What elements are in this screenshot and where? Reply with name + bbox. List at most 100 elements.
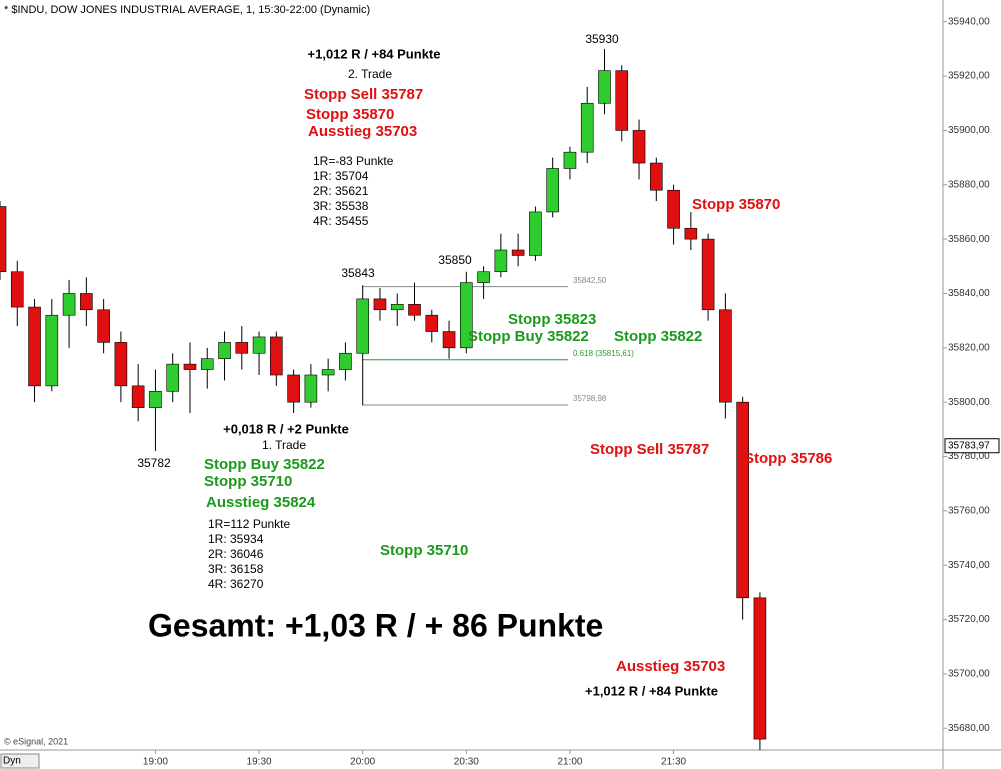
y-tick-label: 35920,00 xyxy=(948,71,990,82)
y-tick-label: 35700,00 xyxy=(948,669,990,680)
candle-body xyxy=(563,151,577,169)
y-tick-label: 35840,00 xyxy=(948,288,990,299)
candle-body xyxy=(62,293,76,316)
annotation: 35843 xyxy=(341,266,375,280)
annotation: Stopp Buy 35822 xyxy=(468,328,589,345)
last-price-label: 35783,97 xyxy=(948,440,990,451)
candle-body xyxy=(218,342,231,359)
annotation: 3R: 36158 xyxy=(208,562,264,576)
level-label: 0.618 (35815,61) xyxy=(573,349,634,358)
annotation: Stopp Sell 35787 xyxy=(590,441,709,458)
annotation: Stopp Sell 35787 xyxy=(304,86,423,103)
annotation: 1R=-83 Punkte xyxy=(313,154,394,168)
candle-body xyxy=(304,374,318,403)
candle-body xyxy=(736,401,749,599)
y-tick-label: 35720,00 xyxy=(948,614,990,625)
annotation: 1R: 35934 xyxy=(208,532,264,546)
annotation: Stopp 35710 xyxy=(204,473,292,490)
y-tick-label: 35780,00 xyxy=(948,451,990,462)
candle-body xyxy=(667,189,680,229)
annotation: Ausstieg 35824 xyxy=(206,494,316,511)
candle-body xyxy=(287,374,300,403)
candle-body xyxy=(131,385,145,408)
candle-body xyxy=(97,309,110,343)
candle-body xyxy=(719,309,732,403)
annotation: +1,012 R / +84 Punkte xyxy=(308,46,441,61)
annotation: 3R: 35538 xyxy=(313,199,369,213)
y-tick-label: 35820,00 xyxy=(948,342,990,353)
y-tick-label: 35860,00 xyxy=(948,234,990,245)
candle-body xyxy=(10,271,24,308)
x-tick-label: 20:00 xyxy=(350,757,375,768)
candle-body xyxy=(494,249,508,273)
mode-button-label[interactable]: Dyn xyxy=(3,756,21,767)
footer: © eSignal, 2021 xyxy=(4,736,68,746)
candle-body xyxy=(321,369,335,376)
annotation: 1R: 35704 xyxy=(313,169,369,183)
candle-body xyxy=(442,331,456,349)
annotation: Ausstieg 35703 xyxy=(616,658,725,675)
candle-body xyxy=(684,227,698,240)
annotation: 35782 xyxy=(137,456,171,470)
x-tick-label: 19:00 xyxy=(143,757,168,768)
annotation: 4R: 35455 xyxy=(313,214,369,228)
candle-body xyxy=(650,162,663,191)
candle-body xyxy=(373,298,387,311)
candle-body xyxy=(546,168,559,213)
annotation: +0,018 R / +2 Punkte xyxy=(223,421,349,436)
candle-body xyxy=(252,336,266,354)
annotation: +1,012 R / +84 Punkte xyxy=(585,683,718,698)
candle-body xyxy=(615,70,629,131)
candle-body xyxy=(408,304,421,316)
candle-body xyxy=(0,206,7,273)
annotation: 1R=112 Punkte xyxy=(208,517,290,531)
candle-body xyxy=(235,342,249,354)
annotation: 2R: 35621 xyxy=(313,184,369,198)
candle-body xyxy=(477,271,490,283)
candle-body xyxy=(114,342,128,387)
annotation: Gesamt: +1,03 R / + 86 Punkte xyxy=(148,607,603,643)
candle-body xyxy=(200,358,214,370)
annotation: 1. Trade xyxy=(262,438,306,452)
chart-title: * $INDU, DOW JONES INDUSTRIAL AVERAGE, 1… xyxy=(4,4,370,16)
x-tick-label: 21:30 xyxy=(661,757,686,768)
candle-body xyxy=(45,314,59,387)
annotation: 2R: 36046 xyxy=(208,547,264,561)
candle-body xyxy=(580,102,594,153)
candle-body xyxy=(753,597,767,740)
candle-body xyxy=(149,391,162,408)
candle-body xyxy=(356,298,369,354)
x-tick-label: 20:30 xyxy=(454,757,479,768)
annotation: 35930 xyxy=(585,32,619,46)
annotation: 4R: 36270 xyxy=(208,577,264,591)
level-label: 35798,98 xyxy=(573,394,607,403)
annotation: Stopp 35870 xyxy=(692,196,780,213)
annotation: Ausstieg 35703 xyxy=(308,123,417,140)
candle-body xyxy=(632,130,646,164)
annotation: Stopp 35786 xyxy=(744,450,832,467)
y-tick-label: 35900,00 xyxy=(948,125,990,136)
candle-body xyxy=(460,282,473,349)
annotation: 2. Trade xyxy=(348,67,392,81)
annotation: 35850 xyxy=(438,253,472,267)
level-label: 35842,50 xyxy=(573,276,607,285)
y-tick-label: 35760,00 xyxy=(948,506,990,517)
candle-body xyxy=(425,314,439,332)
annotation: Stopp 35710 xyxy=(380,542,468,559)
candle-body xyxy=(511,249,525,256)
y-tick-label: 35800,00 xyxy=(948,397,990,408)
candle-body xyxy=(390,304,404,311)
candle-body xyxy=(529,211,542,256)
candle-body xyxy=(339,352,352,370)
candle-body xyxy=(80,293,93,311)
y-tick-label: 35680,00 xyxy=(948,723,990,734)
candle-body xyxy=(701,238,715,311)
y-tick-label: 35740,00 xyxy=(948,560,990,571)
mode-button[interactable] xyxy=(0,753,40,769)
candle-body xyxy=(28,306,41,387)
candle-body xyxy=(166,363,180,392)
y-tick-label: 35940,00 xyxy=(948,16,990,27)
